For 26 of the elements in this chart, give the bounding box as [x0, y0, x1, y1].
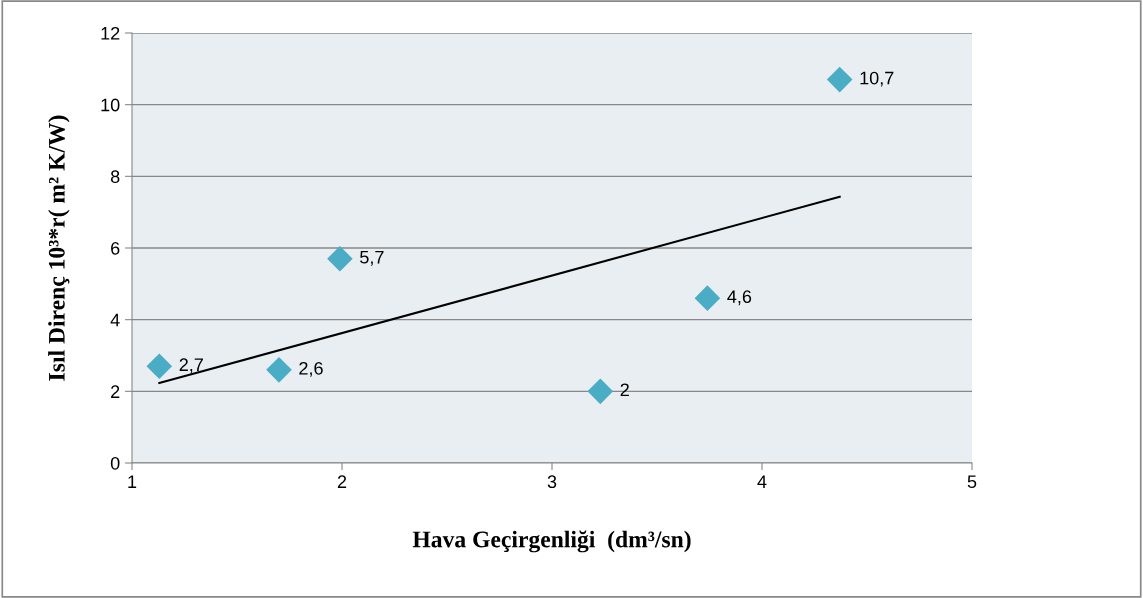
data-label: 5,7 [360, 251, 384, 266]
data-label: 4,6 [727, 290, 752, 306]
y-tick-label: 8 [110, 170, 120, 184]
data-label: 2,6 [299, 361, 323, 377]
point [826, 66, 853, 93]
x-tick-label: 3 [547, 475, 557, 489]
y-tick-label: 12 [101, 26, 120, 40]
x-tick-label: 1 [128, 475, 137, 488]
y-tick-label: 2 [111, 385, 120, 398]
data-label: 2 [620, 383, 629, 396]
point [587, 378, 614, 405]
y-tick-label: 4 [110, 313, 120, 327]
data-label: 10,7 [860, 71, 894, 87]
y-tick-label: 0 [110, 456, 120, 470]
point [146, 353, 173, 380]
x-tick-label: 4 [757, 475, 767, 488]
point [327, 245, 353, 272]
x-tick-label: 2 [337, 475, 347, 488]
y-tick-label: 10 [101, 98, 120, 112]
point [266, 357, 292, 383]
x-axis-title: Hava Geçirgenliği (dm³/sn) [412, 530, 691, 553]
data-label: 2,7 [179, 358, 203, 374]
x-tick-label: 5 [967, 475, 977, 489]
y-tick-label: 6 [111, 241, 120, 255]
y-axis-title: Isıl Direnç 10³*r( m² K/W) [48, 115, 70, 381]
point [694, 285, 721, 311]
